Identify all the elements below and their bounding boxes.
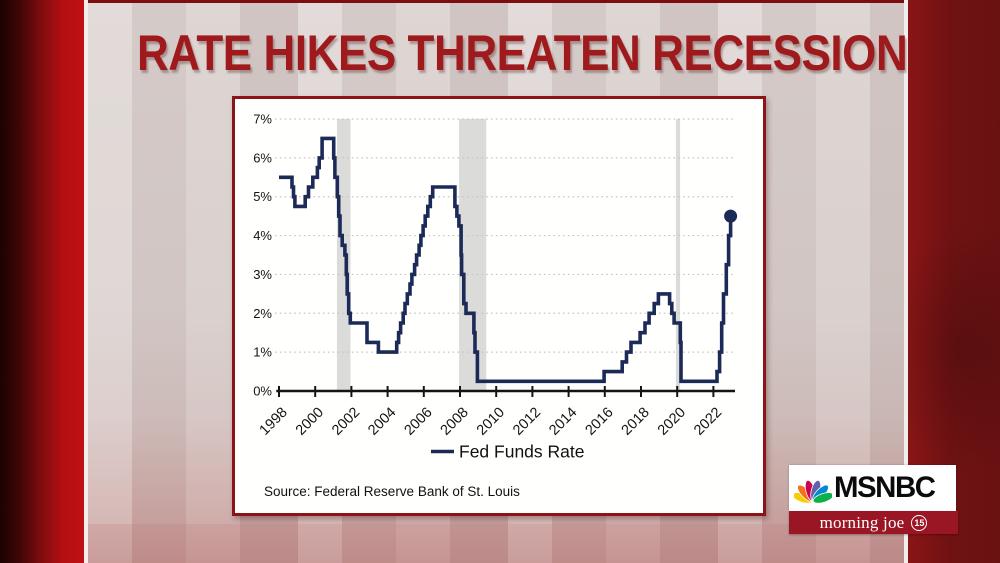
msnbc-wordmark: MSNBC (834, 471, 936, 504)
recession-band (459, 119, 487, 391)
source-note: Source: Federal Reserve Bank of St. Loui… (264, 484, 520, 499)
x-tick-label: 2008 (438, 405, 472, 439)
latest-value-dot (724, 209, 738, 223)
x-tick-label: 2012 (510, 405, 544, 439)
show-title: morning joe (819, 513, 905, 532)
fed-funds-chart: 0% 1% 2% 3% 4% 5% 6% 7% 1998 2000 2002 2004 2006 2008… (253, 112, 738, 499)
headline: RATE HIKES THREATEN RECESSION (136, 25, 908, 81)
msnbc-logo: MSNBC (789, 465, 956, 511)
badge-15-icon: 15 (911, 514, 928, 531)
peacock-feather (812, 492, 832, 504)
y-tick-label: 5% (253, 189, 272, 204)
y-tick-label: 1% (253, 345, 272, 360)
x-tick-label: 2004 (365, 405, 399, 439)
y-tick-label: 6% (253, 150, 272, 165)
y-tick-label: 0% (253, 384, 272, 399)
x-tick-label: 2018 (619, 405, 653, 439)
chart-card: 0% 1% 2% 3% 4% 5% 6% 7% 1998 2000 2002 2004 2006 2008… (232, 96, 766, 516)
x-tick-label: 2006 (401, 405, 435, 439)
y-tick-label: 2% (253, 306, 272, 321)
x-tick-label: 2016 (582, 405, 616, 439)
y-tick-label: 7% (253, 112, 272, 127)
x-tick-label: 2010 (474, 405, 508, 439)
y-tick-label: 3% (253, 267, 272, 282)
recession-band (675, 119, 681, 391)
peacock-feather-shape (812, 492, 832, 504)
y-tick-label: 4% (253, 228, 272, 243)
x-tick-label: 1998 (257, 405, 291, 439)
x-tick-label: 2014 (546, 405, 580, 439)
bottom-pink-strip (88, 524, 904, 563)
x-tick-label: 2020 (655, 405, 689, 439)
x-tick-label: 2002 (329, 405, 363, 439)
top-accent-line (88, 0, 904, 3)
x-tick-label: 2000 (293, 405, 327, 439)
left-red-band (0, 0, 88, 563)
legend-label: Fed Funds Rate (459, 442, 584, 462)
x-tick-label: 2022 (691, 405, 725, 439)
morning-joe-bar: morning joe 15 (789, 511, 958, 534)
fed-funds-line (279, 136, 733, 384)
nbc-peacock-icon (794, 479, 832, 504)
